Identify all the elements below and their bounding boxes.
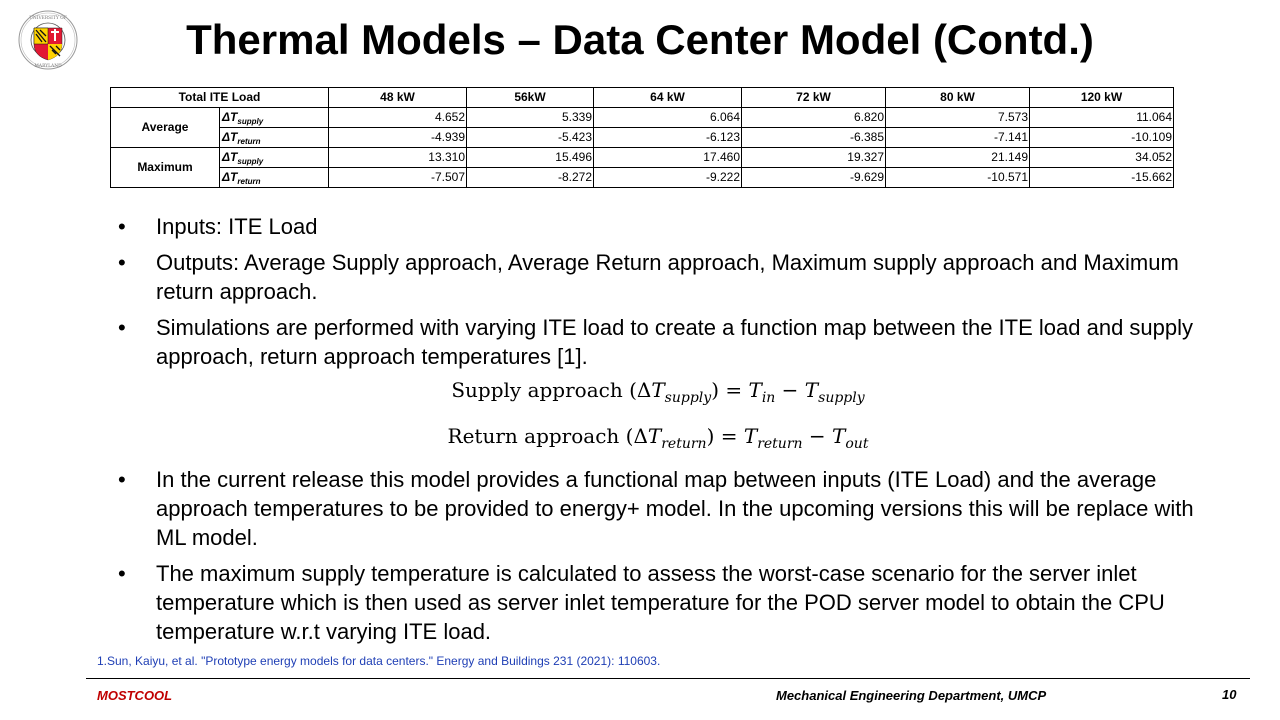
approach-temperature-table: Total ITE Load 48 kW 56kW 64 kW 72 kW 80… [110,87,1174,188]
footer-project-name: MOSTCOOL [97,688,173,703]
bullet-item: • Inputs: ITE Load [118,212,1198,241]
bullet-dot: • [118,561,126,586]
bullet-text: Outputs: Average Supply approach, Averag… [156,250,1179,304]
column-header: 48 kW [328,87,467,108]
table-cell: -9.222 [593,167,742,188]
table-header-label: Total ITE Load [110,87,329,108]
footer-department: Mechanical Engineering Department, UMCP [776,688,1047,703]
group-label-maximum: Maximum [110,147,220,188]
table-row: ΔTreturn -4.939 -5.423 -6.123 -6.385 -7.… [111,127,1174,148]
table-cell: 15.496 [466,147,594,168]
row-symbol: ΔTsupply [219,107,329,128]
university-seal-logo: UNIVERSITY OF MARYLAND [18,10,78,70]
table-cell: 6.820 [741,107,886,128]
row-symbol: ΔTsupply [219,147,329,168]
table-cell: -15.662 [1029,167,1174,188]
table-cell: 6.064 [593,107,742,128]
table-cell: 11.064 [1029,107,1174,128]
bullet-dot: • [118,467,126,492]
table-cell: -7.141 [885,127,1030,148]
table-row: ΔTreturn -7.507 -8.272 -9.222 -9.629 -10… [111,167,1174,188]
table-cell: 4.652 [328,107,467,128]
table-cell: 19.327 [741,147,886,168]
table-cell: -5.423 [466,127,594,148]
slide-title: Thermal Models – Data Center Model (Cont… [186,16,1094,63]
table-cell: -6.123 [593,127,742,148]
bullet-item: • In the current release this model prov… [118,465,1198,552]
table-cell: -9.629 [741,167,886,188]
column-header: 120 kW [1029,87,1174,108]
svg-text:UNIVERSITY OF: UNIVERSITY OF [29,16,67,21]
row-symbol: ΔTreturn [219,167,329,188]
bullet-dot: • [118,315,126,340]
supply-approach-equation: Supply approach (ΔTsupply) = Tin − Tsupp… [451,378,865,406]
reference-citation: 1.Sun, Kaiyu, et al. "Prototype energy m… [97,654,661,668]
row-symbol: ΔTreturn [219,127,329,148]
table-cell: 17.460 [593,147,742,168]
page-number: 10 [1222,687,1237,702]
column-header: 64 kW [593,87,742,108]
column-header: 56kW [466,87,594,108]
bullet-dot: • [118,214,126,239]
return-approach-equation: Return approach (ΔTreturn) = Treturn − T… [447,424,869,452]
bullet-item: • The maximum supply temperature is calc… [118,559,1198,646]
bullet-dot: • [118,250,126,275]
table-cell: 21.149 [885,147,1030,168]
bullet-item: • Simulations are performed with varying… [118,313,1198,371]
table-cell: -10.109 [1029,127,1174,148]
group-label-average: Average [110,107,220,148]
table-row: Average ΔTsupply 4.652 5.339 6.064 6.820… [110,107,1174,148]
svg-text:MARYLAND: MARYLAND [34,64,62,69]
column-header: 72 kW [741,87,886,108]
bullet-text: Inputs: ITE Load [156,214,318,239]
column-header: 80 kW [885,87,1030,108]
bullet-text: Simulations are performed with varying I… [156,315,1194,369]
table-cell: 34.052 [1029,147,1174,168]
bullet-text: In the current release this model provid… [156,467,1194,550]
table-cell: -7.507 [328,167,467,188]
bullet-item: • Outputs: Average Supply approach, Aver… [118,248,1198,306]
table-cell: 13.310 [328,147,467,168]
bullet-text: The maximum supply temperature is calcul… [156,561,1165,644]
table-header-row: Total ITE Load 48 kW 56kW 64 kW 72 kW 80… [110,87,1174,108]
table-cell: -10.571 [885,167,1030,188]
table-row: Maximum ΔTsupply 13.310 15.496 17.460 19… [110,147,1174,188]
table-cell: 7.573 [885,107,1030,128]
footer-divider [86,678,1250,679]
bullet-list: • Inputs: ITE Load • Outputs: Average Su… [118,212,1198,653]
table-cell: -8.272 [466,167,594,188]
table-cell: 5.339 [466,107,594,128]
table-cell: -6.385 [741,127,886,148]
table-cell: -4.939 [328,127,467,148]
